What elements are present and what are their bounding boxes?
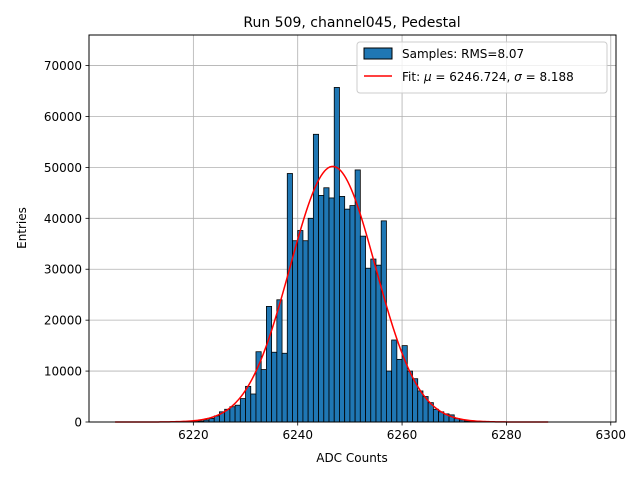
histogram-bar: [286, 173, 293, 423]
histogram-bar: [396, 358, 403, 423]
x-tick-label: 6240: [282, 428, 313, 442]
histogram-bar: [406, 370, 413, 423]
histogram-bar: [276, 299, 283, 423]
x-tick-label: 6300: [596, 428, 627, 442]
histogram-bar: [359, 235, 366, 423]
x-tick-label: 6260: [387, 428, 418, 442]
histogram-bar: [260, 369, 267, 423]
y-tick-label: 40000: [44, 212, 82, 226]
histogram-bar: [375, 264, 382, 423]
legend-fit-suffix: = 8.188: [522, 70, 574, 84]
plot-frame: [88, 34, 617, 423]
y-axis-label: Entries: [15, 207, 29, 249]
histogram-bar: [234, 404, 241, 423]
histogram-bar: [333, 87, 340, 423]
histogram-bar: [370, 258, 377, 423]
histogram-bar: [266, 306, 273, 423]
legend-label-fit: Fit: μ = 6246.724, σ = 8.188: [402, 70, 574, 84]
legend-fit-middle: = 6246.724,: [432, 70, 515, 84]
histogram-bar: [328, 197, 335, 423]
y-tick-label: 0: [74, 416, 82, 430]
legend-label-samples: Samples: RMS=8.07: [402, 47, 524, 61]
histogram-bar: [391, 339, 398, 423]
x-tick-label: 6280: [491, 428, 522, 442]
histogram-bar: [307, 217, 314, 423]
x-axis-label: ADC Counts: [316, 451, 388, 465]
bars-layer: [192, 87, 476, 423]
ticks-layer: 6220 6240 6260 6280 6300 0 10000 20000 30000 4000…: [44, 59, 626, 442]
legend: Samples: RMS=8.07 Fit: μ = 6246.724, σ =…: [356, 41, 608, 94]
y-tick-label: 60000: [44, 110, 82, 124]
legend-fit-symbol-mu: μ: [423, 70, 432, 84]
histogram-bar: [323, 187, 330, 423]
histogram-bar: [297, 230, 304, 423]
histogram-bar: [339, 196, 346, 423]
legend-fit-prefix: Fit:: [402, 70, 424, 84]
histogram-bar: [281, 352, 288, 423]
legend-fit-symbol-sigma: σ: [514, 70, 522, 84]
y-tick-label: 10000: [44, 365, 82, 379]
histogram-bar: [432, 408, 439, 423]
histogram-bar: [349, 205, 356, 423]
y-tick-label: 30000: [44, 263, 82, 277]
histogram-bar: [208, 418, 215, 423]
histogram-bar: [250, 393, 257, 423]
y-tick-label: 20000: [44, 314, 82, 328]
legend-swatch-samples: [363, 47, 393, 60]
y-tick-label: 70000: [44, 59, 82, 73]
histogram-bar: [229, 406, 236, 423]
histogram-bar: [271, 351, 278, 423]
histogram-bar: [302, 240, 309, 423]
histogram-bar: [380, 220, 387, 423]
histogram-bar: [344, 208, 351, 423]
histogram-bar: [386, 370, 393, 423]
histogram-bar: [245, 385, 252, 423]
histogram-bar: [312, 133, 319, 423]
histogram-bar: [292, 240, 299, 423]
histogram-bar: [239, 398, 246, 423]
x-tick-label: 6220: [178, 428, 209, 442]
chart-title: Run 509, channel045, Pedestal: [243, 15, 460, 31]
legend-box: [356, 41, 608, 94]
histogram-bar: [365, 267, 372, 423]
histogram-bar: [417, 390, 424, 423]
histogram-bar: [318, 195, 325, 423]
fit-curve: [115, 165, 549, 423]
y-tick-label: 50000: [44, 161, 82, 175]
